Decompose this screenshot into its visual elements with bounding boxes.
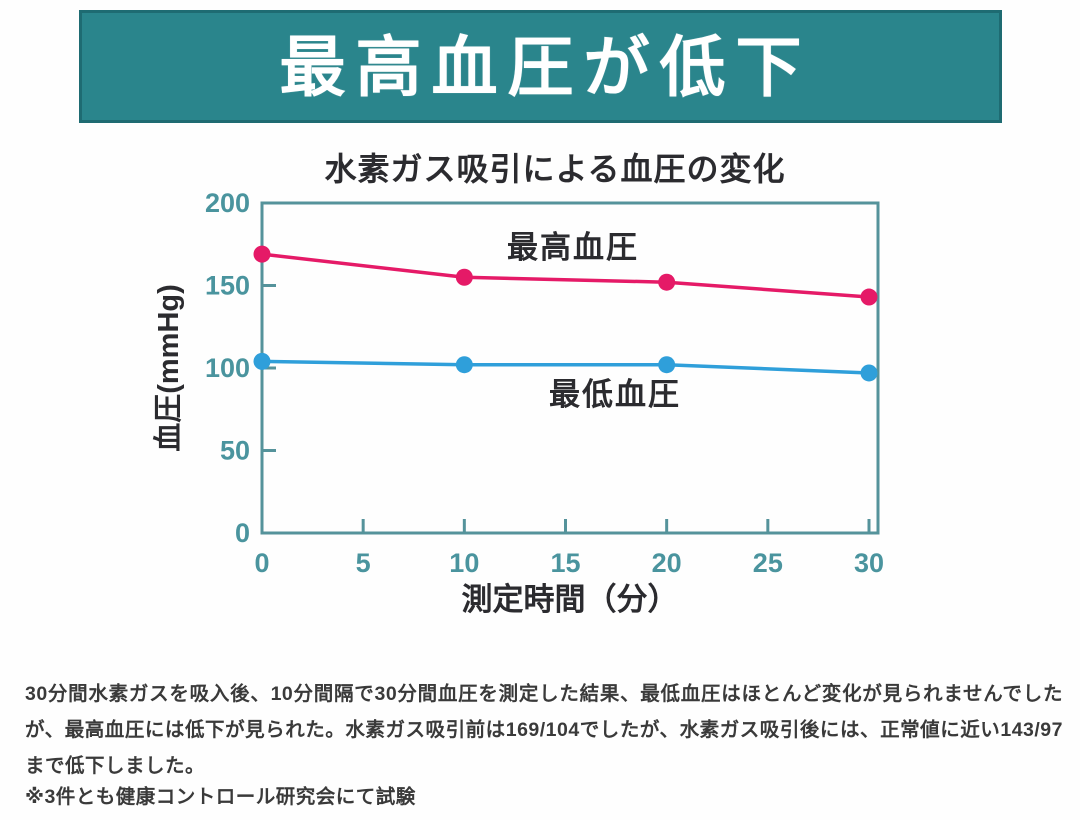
y-axis-title: 血圧(mmHg): [152, 284, 185, 452]
x-tick-label: 0: [254, 548, 269, 578]
data-point: [455, 268, 473, 286]
headline-banner: 最高血圧が低下: [79, 10, 1002, 123]
footnote-text: ※3件とも健康コントロール研究会にて試験: [25, 786, 416, 808]
description-paragraph: 30分間水素ガスを吸入後、10分間隔で30分間血圧を測定した結果、最低血圧はほと…: [25, 682, 1063, 777]
series-label: 最低血圧: [549, 377, 681, 412]
x-tick-label: 5: [356, 548, 371, 578]
x-tick-label: 25: [753, 548, 783, 578]
chart-title: 水素ガス吸引による血圧の変化: [324, 151, 786, 187]
series-label: 最高血圧: [507, 230, 639, 265]
series-line: [261, 252, 870, 299]
headline-text: 最高血圧が低下: [279, 29, 812, 104]
y-tick-label: 150: [205, 271, 250, 301]
y-tick-label: 200: [205, 188, 250, 218]
data-point: [658, 356, 676, 374]
data-point: [455, 356, 473, 374]
y-tick-label: 0: [235, 518, 250, 548]
data-point: [658, 273, 676, 291]
data-point: [860, 288, 878, 306]
x-tick-label: 15: [550, 548, 580, 578]
x-tick-label: 30: [854, 548, 884, 578]
y-tick-label: 100: [205, 353, 250, 383]
data-point: [253, 352, 271, 370]
x-axis-title: 測定時間（分）: [462, 582, 679, 617]
x-tick-label: 20: [652, 548, 682, 578]
x-tick-label: 10: [449, 548, 479, 578]
series-line: [261, 359, 870, 375]
data-point: [860, 364, 878, 382]
data-point: [253, 245, 271, 263]
y-tick-label: 50: [220, 436, 250, 466]
